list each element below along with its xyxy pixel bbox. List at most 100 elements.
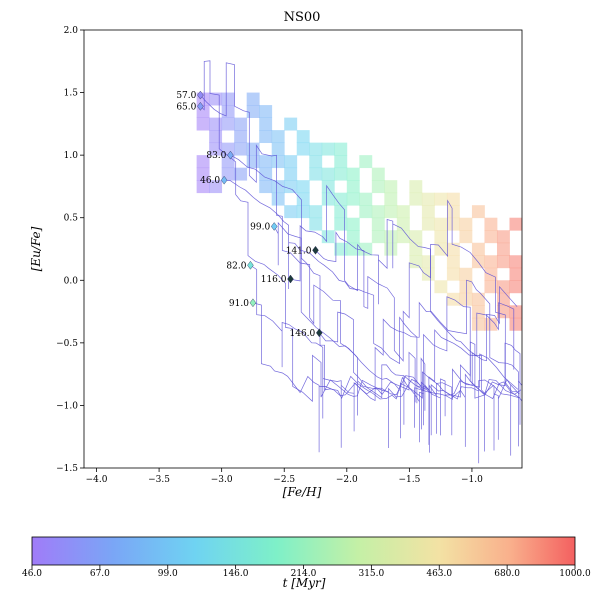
heatmap-cell [446,267,460,281]
heatmap-cell [471,317,485,331]
heatmap-cell [321,142,335,156]
time-marker [249,298,257,308]
heatmap-cell [409,230,423,244]
heatmap-cell [196,167,210,181]
heatmap-cell [459,230,473,244]
heatmap-cell [346,230,360,244]
y-axis: −1.5 −1.0 −0.5 0.0 0.5 1.0 1.5 2.0 [56,26,84,474]
heatmap-cell [434,242,448,256]
y-tick-label: 0.5 [64,214,79,224]
evolution-track [230,154,519,428]
evolution-track [319,296,522,425]
y-axis-label: [Eu/Fe] [29,226,43,271]
heatmap-cell [221,92,235,106]
time-marker-label: 83.0 [206,151,226,161]
heatmap-cell [496,230,510,244]
heatmap-cell [284,205,298,219]
colorbar-tick-label: 463.0 [426,569,452,579]
heatmap-cell [346,192,360,206]
heatmap-cell [384,230,398,244]
heatmap-cell [371,167,385,181]
heatmap-cell [271,192,285,206]
heatmap-cell [196,117,210,131]
time-marker [197,102,204,111]
heatmap-cell [196,155,210,169]
heatmap-cell [409,192,423,206]
heatmap-cell [496,292,510,306]
heatmap-cell [509,217,522,231]
heatmap-cell [309,155,323,169]
heatmap-cell [346,217,360,231]
heatmap-cell [484,217,498,231]
heatmap-cell [459,267,473,281]
time-marker-label: 146.0 [290,329,316,339]
x-tick-label: −4.0 [86,475,108,485]
heatmap-cell [421,192,435,206]
time-marker-label: 99.0 [250,222,270,232]
heatmap-cell [434,192,448,206]
heatmap-cell [471,205,485,219]
x-tick-label: −1.0 [461,475,483,485]
heatmap-cell [409,180,423,194]
colorbar-tick-label: 315.0 [358,569,384,579]
heatmap-cell [421,267,435,281]
heatmap-cell [446,255,460,269]
heatmap-cell [359,242,373,256]
heatmap-cell [496,305,510,319]
heatmap-cell [309,205,323,219]
heatmap-cell [509,267,522,281]
heatmap-cell [284,117,298,131]
heatmap-cell [209,117,223,131]
heatmap-cell [346,167,360,181]
time-marker [247,260,254,270]
heatmap-cell [246,92,260,106]
x-tick-label: −1.5 [398,475,420,485]
colorbar-tick-label: 214.0 [291,569,317,579]
heatmap-cell [296,205,310,219]
heatmap-cell [459,292,473,306]
heatmap-cell [359,192,373,206]
time-marker [312,245,319,255]
y-tick-label: 1.0 [64,151,79,161]
heatmap-cell [459,280,473,294]
heatmap-cell [334,155,348,169]
colorbar-tick-label: 46.0 [22,569,42,579]
evolution-track [252,285,518,453]
time-marker [287,274,294,284]
heatmap-cell [384,192,398,206]
heatmap-cell [371,217,385,231]
time-marker-label: 65.0 [176,102,196,112]
colorbar-tick-label: 680.0 [494,569,520,579]
colorbar-tick-label: 1000.0 [559,569,591,579]
heatmap-cell [309,217,323,231]
heatmap-cell [371,180,385,194]
heatmap-cell [409,255,423,269]
heatmap-cell [459,217,473,231]
heatmap-cell [484,317,498,331]
heatmap-cell [209,92,223,106]
heatmap-cell [396,217,410,231]
heatmap-cell [284,180,298,194]
heatmap-cell [434,217,448,231]
heatmap-cell [234,167,248,181]
heatmap-cell [209,180,223,194]
evolution-tracks [200,60,522,464]
heatmap-cell [296,192,310,206]
heatmap-cell [446,192,460,206]
time-marker-label: 91.0 [229,299,249,309]
time-marker-label: 116.0 [261,275,287,285]
heatmap-cell [246,155,260,169]
heatmap-cell [509,305,522,319]
heatmap-cell [446,205,460,219]
y-tick-label: 1.5 [64,89,79,99]
time-marker [227,150,234,160]
heatmap-cell [209,142,223,156]
heatmap-cell [234,130,248,144]
heatmap-cell [321,192,335,206]
heatmap-cell [271,155,285,169]
heatmap-cells [196,92,522,331]
colorbar [31,536,576,566]
x-tick-label: −3.5 [148,475,170,485]
heatmap-cell [509,280,522,294]
